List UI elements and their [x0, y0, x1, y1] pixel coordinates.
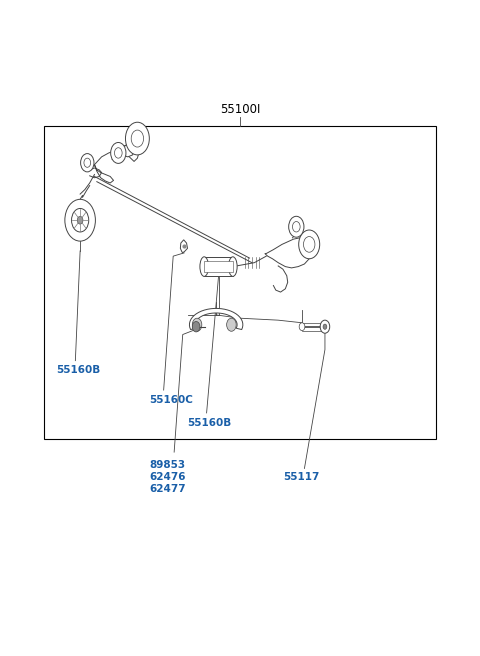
Polygon shape — [180, 240, 188, 253]
Text: 55117: 55117 — [283, 472, 319, 482]
Polygon shape — [190, 308, 243, 329]
Circle shape — [111, 142, 126, 163]
Circle shape — [65, 199, 96, 241]
Circle shape — [77, 216, 83, 224]
Circle shape — [299, 323, 305, 331]
Circle shape — [320, 320, 330, 333]
Bar — [44, 125, 436, 439]
Polygon shape — [265, 238, 312, 268]
Polygon shape — [120, 145, 134, 157]
Circle shape — [81, 154, 94, 172]
Text: 55100I: 55100I — [220, 103, 260, 115]
Circle shape — [292, 222, 300, 232]
Text: 62477: 62477 — [149, 483, 186, 494]
Circle shape — [84, 158, 91, 167]
Circle shape — [115, 148, 122, 158]
Text: 62476: 62476 — [149, 472, 186, 482]
Circle shape — [288, 216, 304, 237]
Text: 55160B: 55160B — [56, 365, 100, 375]
Ellipse shape — [200, 256, 208, 276]
Circle shape — [131, 130, 144, 147]
Circle shape — [299, 230, 320, 258]
Circle shape — [192, 318, 202, 331]
Circle shape — [227, 318, 236, 331]
Text: 55160C: 55160C — [149, 395, 193, 405]
Text: 55160B: 55160B — [188, 418, 232, 428]
Text: 89853: 89853 — [149, 460, 185, 470]
Bar — [204, 256, 233, 276]
Circle shape — [125, 122, 149, 155]
Circle shape — [192, 321, 200, 332]
Circle shape — [303, 237, 315, 252]
Circle shape — [323, 324, 327, 329]
Ellipse shape — [228, 256, 237, 276]
Bar — [204, 260, 233, 272]
Circle shape — [72, 209, 89, 232]
